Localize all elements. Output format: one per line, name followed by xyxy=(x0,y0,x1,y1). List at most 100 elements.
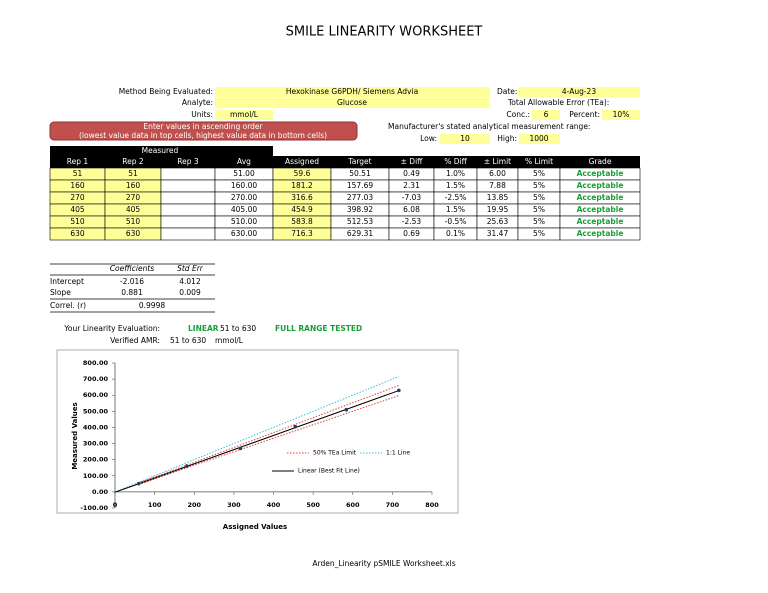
stats-value: 0.009 xyxy=(179,288,201,297)
identity-line xyxy=(114,376,400,493)
label: Low: xyxy=(420,134,437,143)
value: 6 xyxy=(544,110,549,119)
label: Date: xyxy=(497,87,517,96)
cell xyxy=(532,110,560,120)
notice-box xyxy=(49,121,358,141)
column-header: ± Diff xyxy=(401,157,424,166)
cell-text: 316.6 xyxy=(291,193,313,202)
x-axis-title: Assigned Values xyxy=(223,523,287,531)
cell-text: 25.63 xyxy=(487,217,509,226)
cell-text: 160.00 xyxy=(231,181,257,190)
cell xyxy=(160,215,216,229)
x-tick-label: 400 xyxy=(267,501,281,509)
column-header: Avg xyxy=(237,157,251,166)
header-bg xyxy=(50,156,640,168)
cell-text: Acceptable xyxy=(577,169,624,178)
cell-text: 1.5% xyxy=(446,181,465,190)
value: Hexokinase G6PDH/ Siemens Advia xyxy=(286,87,418,96)
cell-text: 6.00 xyxy=(489,169,506,178)
fit-line xyxy=(114,390,400,493)
cell-text: 277.03 xyxy=(347,193,373,202)
cell-text: 630.00 xyxy=(231,229,257,238)
column-header: % Diff xyxy=(444,157,467,166)
legend-label: 50% TEa Limit xyxy=(313,450,357,457)
x-tick-label: 300 xyxy=(227,501,241,509)
x-tick-label: 100 xyxy=(148,501,162,509)
footer: Arden_Linearity pSMILE Worksheet.xls xyxy=(312,559,455,568)
cell-text: 1.5% xyxy=(446,205,465,214)
cell-text: 7.88 xyxy=(489,181,506,190)
cell-text: 0.1% xyxy=(446,229,465,238)
cell xyxy=(559,227,641,241)
y-axis-title: Measured Values xyxy=(71,402,79,469)
label: Percent: xyxy=(569,110,600,119)
stats-label: Intercept xyxy=(50,277,84,286)
value: 1000 xyxy=(529,134,548,143)
cell-text: -7.03 xyxy=(402,193,422,202)
value: 51 to 630 xyxy=(220,324,256,333)
data-point xyxy=(185,464,189,468)
cell-text: 1.0% xyxy=(446,169,465,178)
label: Your Linearity Evaluation: xyxy=(63,324,160,333)
group-header: Measured xyxy=(142,146,179,155)
data-point xyxy=(293,424,298,429)
value: mmol/L xyxy=(230,110,259,119)
cell-text: 160 xyxy=(70,181,85,190)
note: FULL RANGE TESTED xyxy=(275,324,362,333)
result: LINEAR xyxy=(188,324,219,333)
stats-value: 4.012 xyxy=(179,277,201,286)
y-tick-label: -100.00 xyxy=(80,504,108,512)
cell-text: 405 xyxy=(70,205,85,214)
x-tick-label: 600 xyxy=(346,501,360,509)
x-tick-label: 500 xyxy=(306,501,320,509)
y-tick-label: 400.00 xyxy=(83,423,109,431)
cell-text: Acceptable xyxy=(577,181,624,190)
stats-value: -2.016 xyxy=(120,277,144,286)
cell-text: 5% xyxy=(533,229,545,238)
cell-text: 0.69 xyxy=(403,229,420,238)
cell-text: 510 xyxy=(126,217,141,226)
y-tick-label: 800.00 xyxy=(83,359,109,367)
cell-text: -2.53 xyxy=(402,217,422,226)
cell xyxy=(215,87,490,97)
cell-text: 454.9 xyxy=(291,205,313,214)
cell-text: 716.3 xyxy=(291,229,313,238)
cell-text: 19.95 xyxy=(487,205,509,214)
cell-text: 31.47 xyxy=(487,229,509,238)
cell-text: 5% xyxy=(533,217,545,226)
value: Glucose xyxy=(337,98,367,107)
label: Conc.: xyxy=(506,110,530,119)
cell xyxy=(440,134,490,144)
legend-label: Linear (Best Fit Line) xyxy=(298,468,360,475)
limit-line xyxy=(138,395,399,486)
cell-text: 630 xyxy=(126,229,141,238)
cell-text: 5% xyxy=(533,193,545,202)
x-tick-label: 0 xyxy=(113,501,118,509)
stats-header: Coefficients xyxy=(110,264,154,273)
cell-text: 157.69 xyxy=(347,181,373,190)
cell-text: 13.85 xyxy=(487,193,509,202)
legend-label: 1:1 Line xyxy=(386,450,410,457)
header-bg xyxy=(50,146,273,156)
cell xyxy=(160,191,216,205)
cell-text: 510 xyxy=(70,217,85,226)
y-tick-label: 700.00 xyxy=(83,375,109,383)
stats-value: 0.881 xyxy=(121,288,143,297)
value: 10 xyxy=(460,134,470,143)
cell-text: -2.5% xyxy=(445,193,467,202)
cell-text: 0.49 xyxy=(403,169,420,178)
notice: Enter values in ascending order xyxy=(143,122,263,131)
cell xyxy=(602,110,640,120)
value: 10% xyxy=(613,110,630,119)
stats-header: Std Err xyxy=(177,264,204,273)
cell xyxy=(160,179,216,193)
cell-text: 270 xyxy=(70,193,85,202)
cell-text: Acceptable xyxy=(577,229,624,238)
label: Verified AMR: xyxy=(110,336,160,345)
cell-text: 59.6 xyxy=(294,169,311,178)
notice: (lowest value data in top cells, highest… xyxy=(79,131,327,140)
cell-text: 398.92 xyxy=(347,205,373,214)
cell xyxy=(160,227,216,241)
x-tick-label: 700 xyxy=(386,501,400,509)
